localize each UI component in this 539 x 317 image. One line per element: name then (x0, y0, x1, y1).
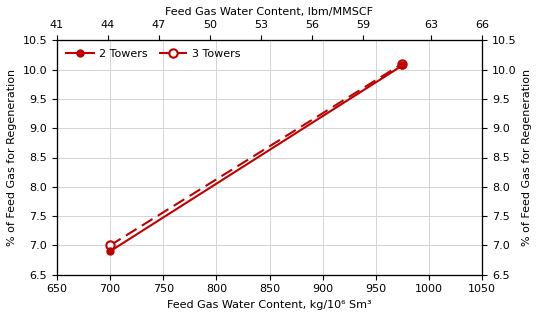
Y-axis label: % of Feed Gas for Regeneration: % of Feed Gas for Regeneration (7, 69, 17, 246)
X-axis label: Feed Gas Water Content, kg/10⁶ Sm³: Feed Gas Water Content, kg/10⁶ Sm³ (167, 300, 372, 310)
Y-axis label: % of Feed Gas for Regeneration: % of Feed Gas for Regeneration (522, 69, 532, 246)
X-axis label: Feed Gas Water Content, lbm/MMSCF: Feed Gas Water Content, lbm/MMSCF (165, 7, 374, 17)
Legend: 2 Towers, 3 Towers: 2 Towers, 3 Towers (63, 46, 244, 62)
